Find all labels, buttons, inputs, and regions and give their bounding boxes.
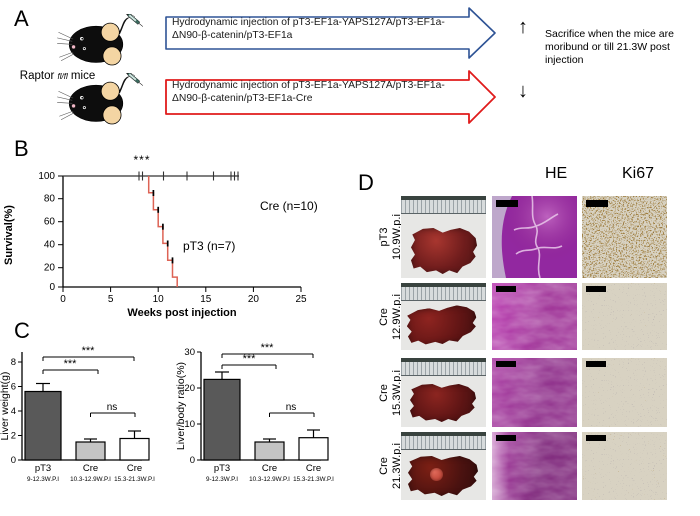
svg-text:15.3-21.3W.P.I: 15.3-21.3W.P.I (293, 476, 334, 483)
svg-text:8: 8 (11, 357, 16, 368)
svg-text:Cre (n=10): Cre (n=10) (260, 199, 318, 213)
svg-text:ns: ns (107, 402, 118, 413)
svg-text:***: *** (261, 342, 275, 354)
svg-text:Cre: Cre (83, 463, 98, 474)
svg-text:Cre: Cre (262, 463, 277, 474)
svg-text:30: 30 (184, 347, 195, 358)
svg-text:10: 10 (153, 294, 165, 305)
svg-text:Liver/body ratio(%): Liver/body ratio(%) (175, 362, 187, 450)
svg-text:ns: ns (286, 402, 297, 413)
svg-text:10.3-12.9W.P.I: 10.3-12.9W.P.I (249, 476, 290, 483)
svg-text:***: *** (64, 358, 78, 370)
svg-text:pT3: pT3 (35, 463, 51, 474)
svg-text:20: 20 (248, 294, 260, 305)
svg-text:80: 80 (44, 194, 56, 205)
svg-text:60: 60 (44, 217, 56, 228)
svg-text:6: 6 (11, 382, 16, 393)
svg-text:pT3 (n=7): pT3 (n=7) (183, 239, 235, 253)
svg-text:Liver weight(g): Liver weight(g) (0, 372, 11, 441)
svg-text:***: *** (243, 353, 257, 365)
svg-text:2: 2 (11, 431, 16, 442)
svg-text:15.3-21.3W.P.I: 15.3-21.3W.P.I (114, 476, 155, 483)
svg-text:0: 0 (60, 294, 66, 305)
svg-text:5: 5 (108, 294, 114, 305)
svg-text:100: 100 (38, 171, 55, 182)
svg-text:Cre: Cre (306, 463, 321, 474)
svg-text:9-12.3W.P.I: 9-12.3W.P.I (27, 476, 59, 483)
svg-text:***: *** (82, 345, 96, 357)
svg-text:0: 0 (49, 282, 55, 293)
svg-text:25: 25 (295, 294, 307, 305)
svg-text:Weeks post injection: Weeks post injection (127, 307, 236, 319)
svg-text:15: 15 (200, 294, 212, 305)
svg-text:40: 40 (44, 240, 56, 251)
svg-text:0: 0 (11, 455, 16, 466)
svg-text:Survival(%): Survival(%) (3, 205, 15, 265)
svg-text:9-12.3W.P.I: 9-12.3W.P.I (206, 476, 238, 483)
svg-text:10.3-12.9W.P.I: 10.3-12.9W.P.I (70, 476, 111, 483)
svg-text:4: 4 (11, 406, 16, 417)
svg-text:***: *** (133, 153, 150, 167)
svg-text:0: 0 (190, 455, 195, 466)
svg-text:Cre: Cre (127, 463, 142, 474)
svg-text:20: 20 (44, 263, 56, 274)
svg-text:pT3: pT3 (214, 463, 230, 474)
